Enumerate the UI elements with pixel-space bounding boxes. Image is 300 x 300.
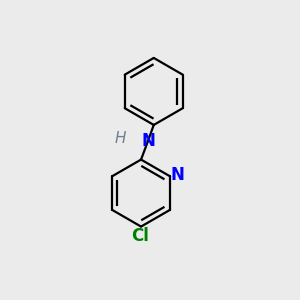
Text: H: H: [115, 131, 126, 146]
Text: N: N: [141, 132, 155, 150]
Text: N: N: [170, 166, 184, 184]
Text: Cl: Cl: [131, 227, 149, 245]
